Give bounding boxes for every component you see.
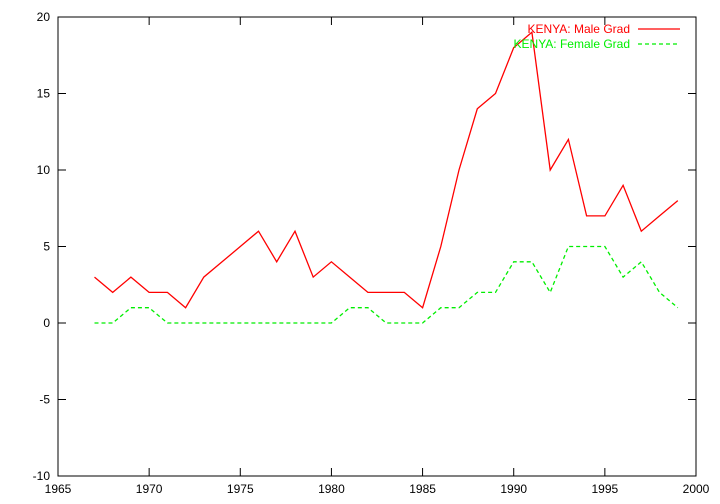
x-tick-label: 1990 — [500, 482, 527, 496]
x-tick-label: 1975 — [227, 482, 254, 496]
y-tick-label: 5 — [43, 240, 50, 254]
y-tick-label: 0 — [43, 316, 50, 330]
x-tick-label: 1985 — [409, 482, 436, 496]
legend-label-female: KENYA: Female Grad — [514, 37, 630, 51]
y-tick-label: -10 — [33, 469, 51, 483]
legend-label-male: KENYA: Male Grad — [528, 22, 630, 36]
y-tick-label: 15 — [37, 87, 51, 101]
axis-tick-labels: 1965 1970 1975 1980 1985 1990 1995 2000 -10 -5 0 5 1… — [33, 10, 710, 496]
series-lines — [94, 31, 679, 324]
x-tick-label: 1965 — [45, 482, 72, 496]
y-tick-label: 10 — [37, 163, 51, 177]
y-tick-label: 20 — [37, 10, 51, 24]
series-line-male-grad — [94, 31, 679, 309]
x-tick-label: 1970 — [136, 482, 163, 496]
x-tick-label: 2000 — [683, 482, 710, 496]
series-line-female-grad — [94, 245, 679, 324]
x-tick-label: 1980 — [318, 482, 345, 496]
legend: KENYA: Male Grad KENYA: Female Grad — [514, 22, 680, 51]
x-tick-label: 1995 — [592, 482, 619, 496]
y-tick-label: -5 — [39, 393, 50, 407]
axis-ticks — [57, 16, 697, 477]
